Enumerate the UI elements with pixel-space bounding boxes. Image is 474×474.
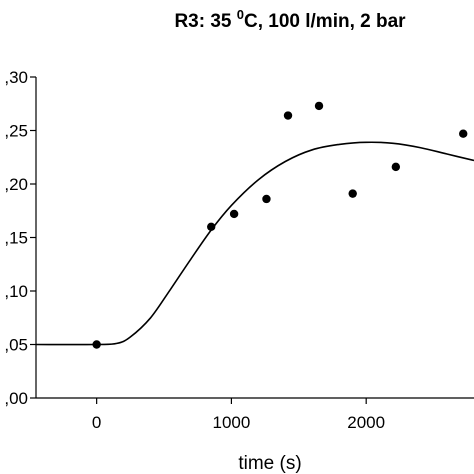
data-point bbox=[314, 101, 324, 111]
data-point bbox=[207, 222, 216, 231]
y-tick-label: ,00 bbox=[4, 389, 28, 408]
data-point bbox=[262, 194, 271, 204]
chart-title-superscript: 0 bbox=[237, 7, 244, 22]
chart-title-prefix: R3: 35 bbox=[174, 11, 236, 32]
data-point bbox=[459, 129, 468, 138]
x-tick-label: 0 bbox=[92, 413, 101, 432]
plot-area: ,00 ,05 ,10 ,15 ,20 ,25 ,30 0 1000 2000 bbox=[4, 68, 474, 432]
y-tick-label: ,20 bbox=[4, 175, 28, 194]
chart-title: R3: 35 0C, 100 l/min, 2 bar bbox=[174, 7, 406, 32]
chart-title-suffix: C, 100 l/min, 2 bar bbox=[244, 11, 406, 32]
y-tick-label: ,05 bbox=[4, 336, 28, 355]
y-tick-label: ,25 bbox=[4, 122, 28, 141]
x-tick-label: 2000 bbox=[347, 413, 385, 432]
data-point bbox=[348, 189, 357, 198]
y-tick-label: ,15 bbox=[4, 229, 28, 248]
y-tick-label: ,30 bbox=[4, 68, 28, 87]
data-point bbox=[391, 162, 401, 172]
y-tick-label: ,10 bbox=[4, 282, 28, 301]
x-axis-label: time (s) bbox=[238, 453, 301, 474]
fit-curve bbox=[35, 141, 474, 346]
data-point bbox=[229, 209, 239, 219]
x-tick-label: 1000 bbox=[213, 413, 251, 432]
data-point bbox=[283, 111, 293, 120]
